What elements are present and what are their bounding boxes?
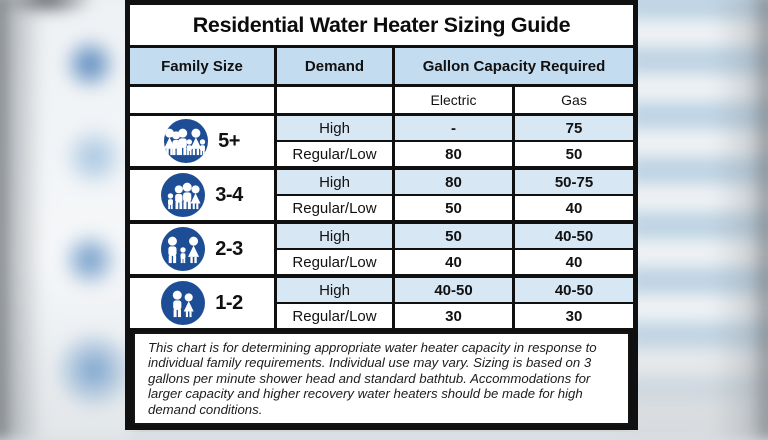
family-size-label: 1-2: [215, 291, 243, 314]
table-header-row: Family Size Demand Gallon Capacity Requi…: [130, 48, 633, 84]
demand-label: Regular/Low: [277, 250, 392, 274]
column-header-demand: Demand: [277, 48, 392, 84]
electric-value: 30: [395, 304, 512, 328]
demand-label: High: [277, 224, 392, 248]
demand-label: Regular/Low: [277, 142, 392, 166]
family-icon: [164, 119, 209, 163]
blurred-background-right: [628, 0, 768, 440]
electric-value: 50: [395, 224, 512, 248]
table-group-2-3: 2-3 High 50 40-50 Regular/Low 40 40: [130, 224, 633, 274]
family-size-cell: 5+: [130, 116, 274, 166]
family-size-label: 3-4: [215, 183, 243, 206]
electric-value: 40: [395, 250, 512, 274]
electric-value: -: [395, 116, 512, 140]
gas-value: 40: [515, 196, 633, 220]
column-header-gallon-capacity: Gallon Capacity Required: [395, 48, 633, 84]
subheader-gas: Gas: [515, 87, 633, 113]
electric-value: 50: [395, 196, 512, 220]
footnote-box: This chart is for determining appropriat…: [133, 332, 630, 425]
gas-value: 50: [515, 142, 633, 166]
electric-value: 80: [395, 142, 512, 166]
subheader-empty-demand: [277, 87, 392, 113]
gas-value: 75: [515, 116, 633, 140]
table-group-3-4: 3-4 High 80 50-75 Regular/Low 50 40: [130, 170, 633, 220]
blurred-background-left: [0, 0, 132, 440]
family-size-cell: 3-4: [130, 170, 274, 220]
family-icon: [161, 227, 206, 271]
subheader-electric: Electric: [395, 87, 512, 113]
demand-label: High: [277, 278, 392, 302]
electric-value: 40-50: [395, 278, 512, 302]
gas-value: 40: [515, 250, 633, 274]
demand-label: Regular/Low: [277, 304, 392, 328]
gas-value: 40-50: [515, 278, 633, 302]
table-group-5plus: 5+ High - 75 Regular/Low 80 50: [130, 116, 633, 166]
sizing-guide-card: Residential Water Heater Sizing Guide Fa…: [125, 0, 638, 430]
table-subheader-row: Electric Gas: [130, 87, 633, 113]
demand-label: Regular/Low: [277, 196, 392, 220]
family-size-cell: 2-3: [130, 224, 274, 274]
family-size-cell: 1-2: [130, 278, 274, 328]
table-group-1-2: 1-2 High 40-50 40-50 Regular/Low 30 30: [130, 278, 633, 328]
family-icon: [161, 281, 206, 325]
gas-value: 50-75: [515, 170, 633, 194]
electric-value: 80: [395, 170, 512, 194]
family-icon: [161, 173, 206, 217]
demand-label: High: [277, 116, 392, 140]
subheader-empty-family: [130, 87, 274, 113]
page-title: Residential Water Heater Sizing Guide: [130, 5, 633, 45]
demand-label: High: [277, 170, 392, 194]
gas-value: 30: [515, 304, 633, 328]
family-size-label: 2-3: [215, 237, 243, 260]
footnote-text: This chart is for determining appropriat…: [148, 339, 597, 417]
column-header-family-size: Family Size: [130, 48, 274, 84]
gas-value: 40-50: [515, 224, 633, 248]
family-size-label: 5+: [218, 129, 240, 152]
